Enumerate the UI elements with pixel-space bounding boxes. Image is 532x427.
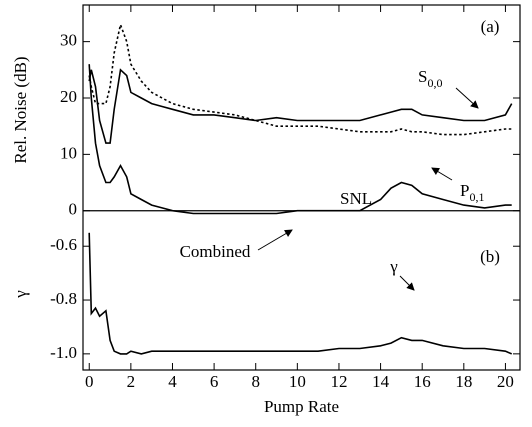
y-tick-label: -0.8: [50, 289, 77, 308]
x-tick-label: 0: [85, 372, 94, 391]
x-tick-label: 2: [127, 372, 136, 391]
annotation: S0,0: [418, 67, 442, 90]
annotation: (b): [480, 247, 500, 266]
y-tick-label: 20: [60, 87, 77, 106]
annotation: SNL: [340, 189, 372, 208]
x-tick-label: 16: [414, 372, 431, 391]
annotation: γ: [389, 257, 398, 276]
data-line: [88, 232, 513, 355]
annotation: (a): [481, 17, 500, 36]
annotation-text: (b): [480, 247, 500, 266]
y-axis-label: γ: [11, 290, 30, 299]
data-line: [88, 64, 512, 215]
x-tick-label: 14: [372, 372, 390, 391]
annotation-text: S: [418, 67, 427, 86]
y-tick-label: 30: [60, 31, 77, 50]
y-tick-label: 0: [69, 200, 78, 219]
annotation-text: P: [460, 181, 469, 200]
x-tick-label: 10: [289, 372, 306, 391]
plot-frame: [82, 4, 521, 371]
data-line: [88, 68, 513, 144]
x-tick-label: 12: [330, 372, 347, 391]
annotation-text: (a): [481, 17, 500, 36]
y-tick-label: 10: [60, 143, 77, 162]
annotation-text: γ: [389, 257, 398, 276]
x-tick-label: 4: [168, 372, 177, 391]
annotation: Combined: [180, 242, 251, 261]
annotation-subscript: 0,1: [469, 190, 484, 204]
y-tick-label: -1.0: [50, 343, 77, 362]
x-tick-label: 18: [455, 372, 472, 391]
annotation: P0,1: [460, 181, 484, 204]
annotation-subscript: 0,0: [427, 76, 442, 90]
x-tick-label: 20: [497, 372, 514, 391]
x-axis-label: Pump Rate: [264, 397, 339, 416]
arrows: [257, 87, 479, 291]
x-tick-label: 6: [210, 372, 219, 391]
y-axis-label: Rel. Noise (dB): [11, 56, 30, 163]
annotation-text: SNL: [340, 189, 372, 208]
annotation-text: Combined: [180, 242, 251, 261]
x-tick-label: 8: [251, 372, 260, 391]
y-tick-label: -0.6: [50, 235, 77, 254]
